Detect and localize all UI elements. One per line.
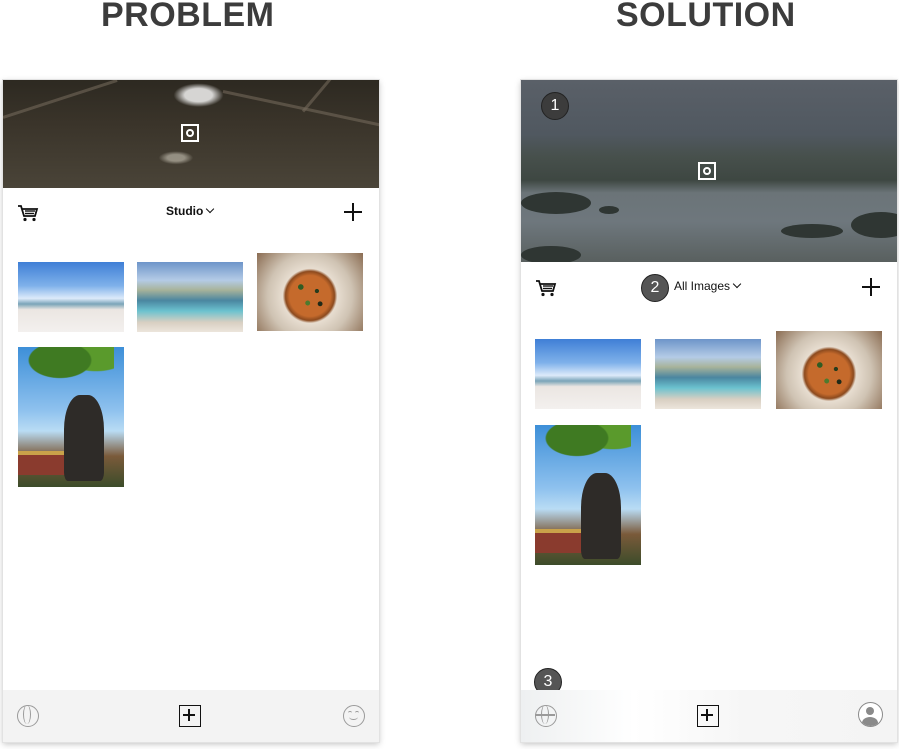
camera-icon[interactable] — [181, 124, 199, 142]
cart-icon[interactable] — [17, 204, 39, 222]
photo-thumbnail[interactable] — [257, 253, 363, 331]
smile-icon[interactable] — [343, 705, 365, 727]
top-toolbar: Studio — [3, 188, 379, 236]
photo-thumbnail[interactable] — [535, 339, 641, 409]
album-dropdown-label: All Images — [674, 279, 731, 293]
problem-phone-screen: Studio — [3, 80, 379, 742]
solution-heading: SOLUTION — [616, 0, 796, 34]
photo-thumbnail[interactable] — [137, 262, 243, 332]
bottom-nav-bar — [521, 690, 897, 742]
photo-thumbnail[interactable] — [18, 347, 124, 487]
plus-icon[interactable] — [343, 202, 363, 222]
header-banner-image — [3, 80, 379, 188]
chevron-down-icon — [732, 279, 742, 289]
plus-icon[interactable] — [861, 277, 881, 297]
chevron-down-icon — [206, 204, 215, 214]
photo-thumbnail[interactable] — [18, 262, 124, 332]
solution-phone-screen: 1 All Images 2 3 — [521, 80, 897, 742]
globe-icon[interactable] — [17, 705, 39, 727]
add-square-icon[interactable] — [697, 705, 719, 727]
bottom-nav-bar — [3, 690, 379, 742]
photo-thumbnail[interactable] — [655, 339, 761, 409]
profile-icon[interactable] — [858, 702, 883, 727]
problem-heading: PROBLEM — [101, 0, 275, 34]
add-square-icon[interactable] — [179, 705, 201, 727]
album-dropdown[interactable]: All Images — [674, 279, 742, 293]
album-dropdown[interactable]: Studio — [166, 204, 215, 218]
cart-icon[interactable] — [535, 279, 557, 297]
album-dropdown-label: Studio — [166, 204, 204, 218]
header-banner-image: 1 — [521, 80, 897, 262]
top-toolbar: All Images — [521, 263, 897, 311]
annotation-marker-1: 1 — [541, 92, 569, 120]
annotation-marker-2: 2 — [641, 274, 669, 302]
camera-icon[interactable] — [698, 162, 716, 180]
globe-icon[interactable] — [535, 705, 557, 727]
photo-thumbnail[interactable] — [535, 425, 641, 565]
photo-thumbnail[interactable] — [776, 331, 882, 409]
